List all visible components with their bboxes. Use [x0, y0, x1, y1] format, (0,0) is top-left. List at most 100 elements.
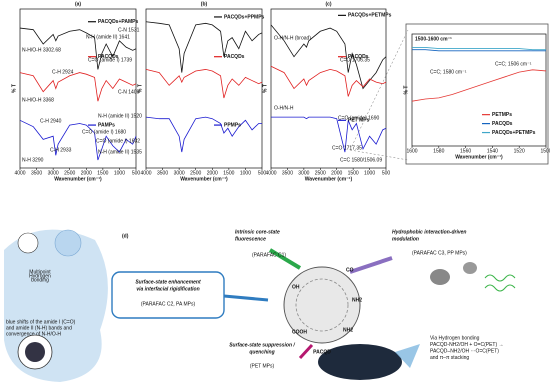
x-tick-label: 500 — [382, 170, 391, 176]
x-tick-label: 500 — [132, 170, 141, 176]
panel-label: (b) — [201, 1, 208, 7]
diagram-text: Multipoint — [29, 269, 51, 275]
spectrum-line — [412, 47, 546, 51]
peak-annotation: C=O (amide I) 1632 — [96, 138, 140, 144]
particle — [17, 232, 39, 254]
diagram-text: Surface-state suppression / — [229, 342, 295, 348]
x-tick-label: 3500 — [282, 170, 293, 176]
legend-label: PACQDs+PETMPs — [492, 130, 536, 136]
x-tick-label: 1500 — [97, 170, 108, 176]
diagram-text: (PARAFAC C2, PA MPs) — [141, 301, 196, 307]
legend-label: PACQDs+PPMPs — [224, 14, 265, 20]
peak-annotation: C-H 2933 — [50, 147, 72, 153]
spectrum-line — [19, 27, 137, 70]
x-tick-label: 3000 — [174, 170, 185, 176]
x-tick-label: 4000 — [140, 170, 151, 176]
peak-annotation: N-H (amide II) 1641 — [86, 34, 130, 40]
x-tick-label: 1000 — [364, 170, 375, 176]
spectrum-line — [271, 116, 387, 153]
peak-annotation: N-H 3290 — [22, 157, 44, 163]
peak-annotation: C-H 2940 — [40, 118, 62, 124]
inset-title: 1500-1600 cm⁻¹ — [415, 36, 452, 42]
x-tick-label: 2000 — [331, 170, 342, 176]
particle — [430, 269, 450, 285]
inset-frame — [405, 23, 549, 165]
x-tick-label: 2500 — [64, 170, 75, 176]
legend-label: PPMPs — [224, 122, 241, 128]
legend-label: PACQDs — [348, 54, 369, 60]
x-tick-label: 1500 — [223, 170, 234, 176]
pet-particle — [318, 344, 402, 380]
plot-frame — [145, 8, 263, 169]
plot-frame — [19, 8, 137, 169]
diagram-text: (PARAFAC C1) — [252, 252, 286, 258]
diagram-text: (PET MPs) — [250, 363, 275, 369]
peak-annotation: C=C 1580/1506.09 — [340, 157, 382, 163]
diagram-text: quenching — [249, 349, 274, 355]
diagram-text: PACQD–NH2/OH ···O=C(PET) — [430, 348, 499, 354]
peak-annotation: C=O (amide I) 1680 — [82, 129, 126, 135]
spectrum-line — [145, 116, 262, 153]
peak-annotation: C=C; 1506 cm⁻¹ — [495, 61, 532, 67]
peak-annotation: O-H/N-H — [274, 105, 294, 111]
peak-annotation: C=O 1717.35 — [332, 145, 362, 151]
diagram-text: Intrinsic core-state — [235, 229, 280, 235]
y-axis-label: % T — [137, 84, 143, 93]
particle-core — [25, 342, 45, 362]
y-axis-label: % T — [262, 84, 268, 93]
chain — [484, 274, 516, 292]
plot-frame — [411, 33, 547, 147]
x-axis-label: Wavenumber (cm⁻¹) — [54, 176, 102, 182]
group-label: NH2 — [343, 327, 353, 333]
diagram-text: modulation — [392, 236, 419, 242]
x-axis-label: Wavenumber (cm⁻¹) — [455, 154, 503, 160]
peak-annotation: C=O (amide I) 1739 — [88, 57, 132, 63]
x-tick-label: 2000 — [207, 170, 218, 176]
spectrum-line — [412, 49, 546, 52]
particle — [463, 262, 477, 274]
x-tick-label: 2500 — [315, 170, 326, 176]
peak-annotation: N-H/O-H 3302.68 — [22, 47, 61, 53]
spectrum-line — [19, 119, 137, 161]
plot-frame — [270, 8, 387, 169]
diagram-text: bonding — [31, 277, 49, 283]
peak-annotation: C=C; 1580 cm⁻¹ — [430, 69, 467, 75]
arrow — [298, 343, 314, 360]
pacqd-label: PACQD — [313, 349, 331, 355]
diagram-text: convergence of N-H/O-H — [6, 331, 61, 337]
x-tick-label: 3500 — [31, 170, 42, 176]
panel-label: (a) — [75, 1, 81, 7]
x-axis-label: Wavenumber (cm⁻¹) — [180, 176, 228, 182]
legend-label: PAMPs — [98, 122, 115, 128]
x-tick-label: 1500 — [348, 170, 359, 176]
peak-annotation: C-N 1409 — [118, 89, 140, 95]
peak-annotation: C=O (amide) 1690 — [338, 115, 379, 121]
arrow — [223, 294, 269, 302]
x-axis-label: Wavenumber (cm⁻¹) — [305, 176, 353, 182]
y-axis-label: % T — [403, 86, 409, 95]
pacqd-sphere — [283, 266, 361, 344]
spectrum-line — [19, 72, 137, 102]
panel-label: (d) — [122, 233, 129, 239]
legend-label: PACQDs+PETMPs — [348, 13, 392, 19]
legend-label: PACQDs — [224, 54, 245, 60]
legend-label: PACQDs — [98, 54, 119, 60]
x-tick-label: 3000 — [298, 170, 309, 176]
arrow — [349, 256, 393, 274]
diagram-text: and amide II (N-H) bands and — [6, 325, 72, 331]
x-tick-label: 3000 — [48, 170, 59, 176]
x-tick-label: 1600 — [406, 148, 417, 154]
x-tick-label: 1000 — [240, 170, 251, 176]
legend-label: PET MPs — [348, 118, 370, 124]
zoom-connector — [349, 29, 409, 161]
diagram-text: fluorescence — [235, 236, 266, 242]
peak-annotation: O-H/N-H (broad) — [274, 35, 311, 41]
particle — [54, 229, 82, 257]
peak-annotation: C-H 2924 — [52, 69, 74, 75]
x-tick-label: 1500 — [540, 148, 550, 154]
group-label: CO — [346, 267, 354, 273]
peak-annotation: N-H/O-H 3368 — [22, 97, 54, 103]
x-tick-label: 2000 — [81, 170, 92, 176]
x-tick-label: 4000 — [265, 170, 276, 176]
